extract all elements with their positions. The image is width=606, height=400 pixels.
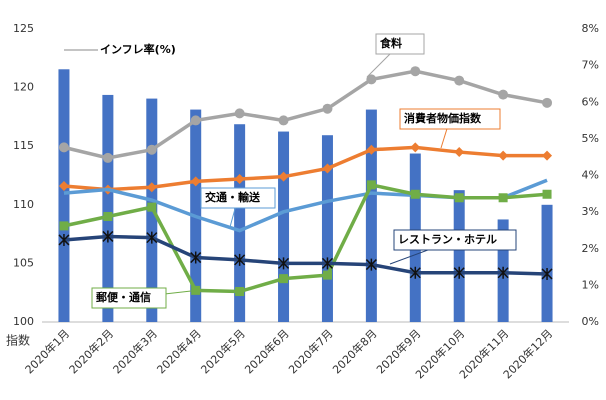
- marker: [542, 150, 553, 161]
- y-tick-label: 110: [13, 198, 34, 211]
- marker: [497, 266, 509, 279]
- line: [63, 234, 548, 276]
- legend-label: 食料: [380, 36, 402, 50]
- y2-tick-label: 2%: [582, 242, 599, 255]
- legend-box: [91, 287, 167, 309]
- marker: [190, 251, 202, 264]
- marker: [454, 75, 465, 86]
- bar: [278, 131, 290, 322]
- marker: [103, 212, 113, 222]
- line: [63, 182, 548, 294]
- marker: [410, 142, 421, 153]
- marker: [454, 193, 464, 203]
- y-tick-label: 120: [13, 81, 34, 94]
- marker: [454, 147, 465, 158]
- legend-box: [200, 187, 276, 209]
- marker: [235, 287, 245, 297]
- bar: [541, 204, 553, 322]
- marker: [190, 115, 201, 126]
- marker: [410, 189, 420, 199]
- marker: [102, 230, 114, 243]
- legend-label: 消費者物価指数: [404, 111, 482, 125]
- marker: [234, 108, 245, 119]
- x-tick-label: 2020年7月: [285, 326, 335, 376]
- y2-tick-label: 6%: [582, 95, 599, 108]
- marker: [322, 103, 333, 114]
- marker: [542, 189, 552, 199]
- y2-tick-label: 0%: [582, 315, 599, 328]
- marker: [146, 231, 158, 244]
- x-tick-label: 2020年4月: [154, 326, 204, 376]
- marker: [453, 266, 465, 279]
- bar: [58, 69, 70, 322]
- marker: [322, 270, 332, 280]
- marker: [322, 163, 333, 174]
- x-tick-label: 2020年5月: [198, 326, 248, 376]
- marker: [498, 193, 508, 203]
- marker: [278, 257, 290, 270]
- marker: [321, 257, 333, 270]
- y2-tick-label: 1%: [582, 278, 599, 291]
- legend-box: [393, 229, 517, 251]
- marker: [409, 266, 421, 279]
- marker: [234, 174, 245, 185]
- y2-tick-label: 8%: [582, 22, 599, 35]
- line: [63, 69, 548, 160]
- marker: [366, 74, 377, 85]
- y2-tick-label: 7%: [582, 59, 599, 72]
- marker: [542, 97, 553, 108]
- y-tick-label: 100: [13, 315, 34, 328]
- y-axis-label: 指数: [6, 333, 30, 348]
- legend-label: インフレ率(%): [100, 42, 176, 56]
- y-tick-label: 125: [13, 22, 34, 35]
- marker: [59, 221, 69, 231]
- bar: [365, 109, 377, 322]
- marker: [58, 181, 69, 192]
- marker: [146, 144, 157, 155]
- legend-label: 郵便・通信: [96, 290, 151, 304]
- y2-tick-label: 3%: [582, 205, 599, 218]
- marker: [147, 202, 157, 212]
- marker: [366, 180, 376, 190]
- marker: [410, 66, 421, 77]
- bar: [321, 135, 333, 322]
- marker: [278, 115, 289, 126]
- x-tick-label: 2020年6月: [242, 326, 292, 376]
- bar: [102, 94, 114, 322]
- marker: [102, 152, 113, 163]
- legend-label: 交通・輸送: [205, 190, 261, 204]
- marker: [146, 182, 157, 193]
- marker: [278, 171, 289, 182]
- x-tick-label: 2020年2月: [66, 326, 116, 376]
- marker: [58, 233, 70, 246]
- marker: [366, 144, 377, 155]
- marker: [498, 89, 509, 100]
- bar: [234, 124, 246, 322]
- marker: [279, 274, 289, 284]
- x-tick-label: 2020年8月: [329, 326, 379, 376]
- marker: [541, 267, 553, 280]
- y2-tick-label: 4%: [582, 169, 599, 182]
- marker: [498, 150, 509, 161]
- x-tick-label: 2020年3月: [110, 326, 160, 376]
- legend-label: レストラン・ホテル: [398, 233, 497, 246]
- marker: [234, 253, 246, 266]
- y-tick-label: 115: [13, 139, 34, 152]
- marker: [58, 142, 69, 153]
- marker: [190, 176, 201, 187]
- legend-box: [375, 33, 425, 55]
- bar: [453, 190, 465, 322]
- y-tick-label: 105: [13, 256, 34, 269]
- marker: [365, 258, 377, 271]
- legend-box: [399, 108, 501, 130]
- y2-tick-label: 5%: [582, 132, 599, 145]
- line: [63, 145, 548, 192]
